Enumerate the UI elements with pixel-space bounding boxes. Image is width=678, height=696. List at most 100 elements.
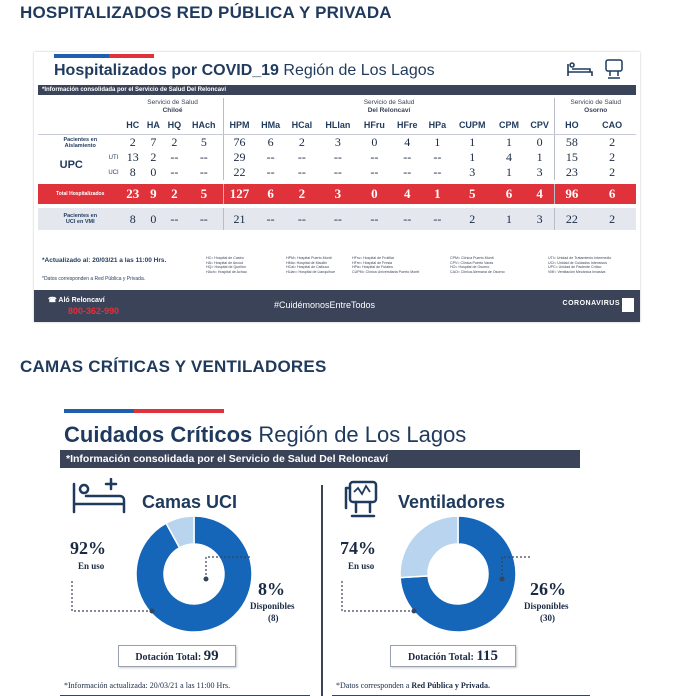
- donut-slice-disponibles: [399, 515, 459, 579]
- group-osorno: Servicio de Salud Osorno: [570, 99, 622, 114]
- hospital-title: Hospitalizados por COVID_19 Región de Lo…: [54, 62, 435, 79]
- table-cell: 22: [233, 165, 246, 179]
- legend-item: HFre= Hospital de Fresia: [352, 260, 393, 265]
- ventilator-icon: [605, 59, 623, 79]
- table-cell: --: [403, 150, 412, 164]
- column-header: CPM: [493, 116, 525, 135]
- table-cell: 2: [609, 135, 616, 149]
- table-cell: 6: [588, 184, 636, 204]
- table-cell: --: [333, 165, 342, 179]
- uci-leader-lines: [71, 556, 250, 614]
- table-cell: 2: [129, 135, 136, 149]
- column-header: HA: [143, 116, 164, 135]
- table-header-row: HC HA HQ HAch HPM HMa HCal HLlan HFru HFre HPa CUPM…: [38, 116, 636, 135]
- column-header: HPM: [223, 116, 256, 135]
- table-cell: 8: [129, 165, 136, 179]
- table-cell: --: [170, 165, 179, 179]
- table-cell: 23: [565, 165, 578, 179]
- table-cell: --: [433, 165, 442, 179]
- table-cell: 2: [451, 208, 494, 230]
- table-cell: --: [170, 150, 179, 164]
- table-cell: 76: [233, 135, 246, 149]
- flag-bar-blue-2: [64, 409, 134, 413]
- vent-free-label: Disponibles: [524, 601, 569, 611]
- column-header: HFre: [390, 116, 424, 135]
- table-cell: 1: [524, 150, 556, 165]
- table-cell: 3: [318, 184, 358, 204]
- legend-item: VMI= Ventilación Mecánica Invasiva: [548, 269, 606, 274]
- critical-data-note: *Datos corresponden a Red Pública y Priv…: [336, 681, 490, 690]
- table-cell: 0: [371, 135, 378, 149]
- table-cell: 9: [143, 184, 164, 204]
- column-header: HFru: [357, 116, 391, 135]
- legend-item: CPM= Clínica Puerto Montt: [450, 256, 494, 260]
- table-cell: 2: [609, 165, 616, 179]
- upc-label: UPC: [59, 159, 83, 171]
- legend-item: CPV= Clínica Puerto Varas: [450, 260, 494, 265]
- table-cell: --: [390, 208, 424, 230]
- column-header: HLlan: [318, 116, 358, 135]
- donut-slice-en-uso: [135, 515, 253, 633]
- table-cell: 29: [233, 150, 246, 164]
- table-cell: 3: [524, 165, 556, 180]
- vent-used-label: En uso: [348, 561, 375, 571]
- legend-column: UTI= Unidad de Tratamiento Intermedio UCI…: [548, 256, 611, 274]
- table-cell: --: [297, 165, 306, 179]
- column-header: HC: [122, 116, 144, 135]
- critical-updated-text: *Información actualizada: 20/03/21 a las…: [64, 681, 231, 690]
- footer-bar: ☎ Aló Reloncaví 800-362-990 #CuidémonosE…: [34, 290, 640, 322]
- column-header: HO: [554, 116, 589, 135]
- table-cell: 2: [588, 208, 636, 230]
- legend-item: HC= Hospital de Castro: [206, 256, 244, 260]
- flag-bar-red-2: [134, 409, 224, 413]
- table-cell: --: [255, 208, 286, 230]
- table-cell: --: [266, 150, 275, 164]
- ventilator-icon: [344, 480, 378, 518]
- legend-item: HMa= Hospital de Maullín: [286, 260, 328, 265]
- card-divider: [321, 485, 323, 696]
- column-header: CAO: [588, 116, 636, 135]
- table-cell: 5: [185, 184, 224, 204]
- table-cell: 4: [506, 150, 512, 164]
- table-cell: 2: [285, 184, 319, 204]
- legend-column: HFru= Hospital de Frutillar HFre= Hospita…: [352, 256, 419, 274]
- uci-donut-chart: [135, 515, 253, 633]
- table-cell: 1: [434, 135, 441, 149]
- table-cell: 1: [423, 184, 452, 204]
- uci-free-count: (8): [268, 613, 279, 623]
- legend-item: CUPM= Clínica Universitaria Puerto Montt: [352, 269, 420, 274]
- hospital-bed-icon: [72, 478, 126, 514]
- table-cell: 1: [469, 150, 476, 164]
- phone-number: 800-362-990: [68, 306, 120, 316]
- column-header: CUPM: [451, 116, 494, 135]
- table-cell: 1: [506, 165, 512, 179]
- table-cell: --: [285, 208, 319, 230]
- table-cell: 0: [143, 208, 164, 230]
- table-cell: --: [433, 150, 442, 164]
- data-note: *Datos corresponden a Red Pública y Priv…: [42, 276, 146, 282]
- table-cell: 23: [122, 184, 144, 204]
- legend-item: HPM= Hospital Puerto Montt: [286, 256, 332, 260]
- legend-item: CAO= Clínica Alemana de Osorno: [450, 269, 505, 274]
- legend-item: HO= Hospital de Osorno: [450, 265, 490, 270]
- table-cell: 1: [469, 135, 476, 149]
- table-row: UPC UTI 13 2 -- -- 29 -- -- -- -- -- -- 1 4 1 15 2: [38, 150, 636, 171]
- flag-bar-red: [109, 54, 154, 58]
- hashtag: #CuidémonosEntreTodos: [274, 300, 376, 310]
- vent-free-pct: 26%: [530, 579, 566, 599]
- vent-donut-chart: [399, 515, 517, 633]
- hospitalized-infographic: Hospitalizados por COVID_19 Región de Lo…: [34, 52, 640, 322]
- legend-item: UTI= Unidad de Tratamiento Intermedio: [548, 256, 612, 260]
- table-cell: 15: [565, 150, 578, 164]
- table-cell: 21: [223, 208, 256, 230]
- legend-item: HAch= Hospital de Achao: [206, 269, 247, 274]
- table-cell: --: [185, 208, 224, 230]
- critical-title: Cuidados Críticos Región de Los Lagos: [64, 422, 467, 447]
- table-cell: 58: [565, 135, 578, 149]
- column-header: HMa: [255, 116, 286, 135]
- government-seal-icon: [622, 298, 634, 312]
- hospitalized-table: Servicio de Salud Chiloé Servicio de Salu…: [38, 98, 636, 230]
- table-cell: 4: [390, 184, 424, 204]
- vent-total-box: Dotación Total: 115: [390, 645, 516, 667]
- uci-used-label: En uso: [78, 561, 105, 571]
